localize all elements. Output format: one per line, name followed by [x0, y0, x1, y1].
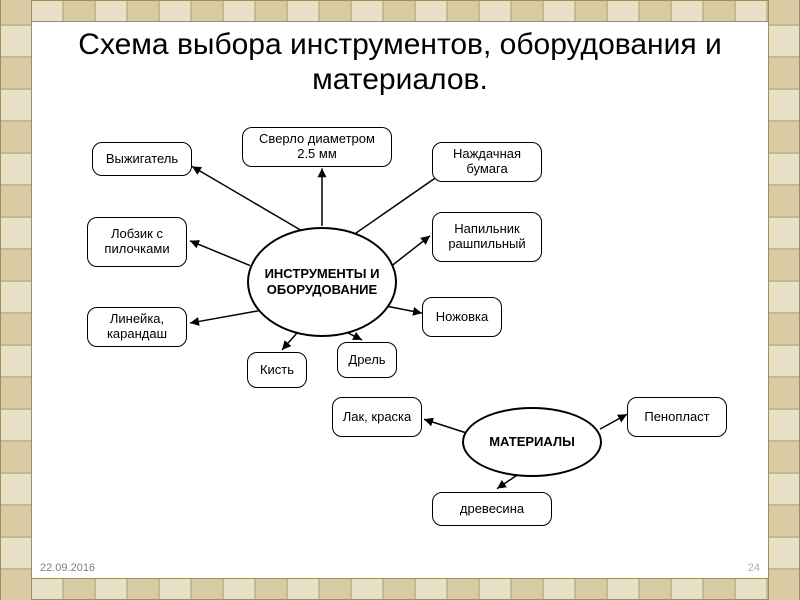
node-foam: Пенопласт	[627, 397, 727, 437]
diagram-area: ИНСТРУМЕНТЫ И ОБОРУДОВАНИЕ МАТЕРИАЛЫ Выж…	[32, 97, 768, 563]
node-sandpaper: Наждачная бумага	[432, 142, 542, 182]
node-varnish: Лак, краска	[332, 397, 422, 437]
node-burner: Выжигатель	[92, 142, 192, 176]
node-hacksaw: Ножовка	[422, 297, 502, 337]
decorative-border-top	[0, 0, 800, 22]
node-drill-bit: Сверло диаметром 2.5 мм	[242, 127, 392, 167]
footer-page: 24	[748, 562, 760, 574]
page-title: Схема выбора инструментов, оборудования …	[42, 28, 758, 97]
node-wood: древесина	[432, 492, 552, 526]
node-file: Напильник рашпильный	[432, 212, 542, 262]
slide-content: Схема выбора инструментов, оборудования …	[32, 22, 768, 578]
center-tools: ИНСТРУМЕНТЫ И ОБОРУДОВАНИЕ	[247, 227, 397, 337]
decorative-border-left	[0, 0, 32, 600]
node-brush: Кисть	[247, 352, 307, 388]
footer-date: 22.09.2016	[40, 562, 95, 574]
decorative-border-right	[768, 0, 800, 600]
node-drill: Дрель	[337, 342, 397, 378]
node-jigsaw: Лобзик с пилочками	[87, 217, 187, 267]
node-ruler: Линейка, карандаш	[87, 307, 187, 347]
decorative-border-bottom	[0, 578, 800, 600]
center-materials: МАТЕРИАЛЫ	[462, 407, 602, 477]
